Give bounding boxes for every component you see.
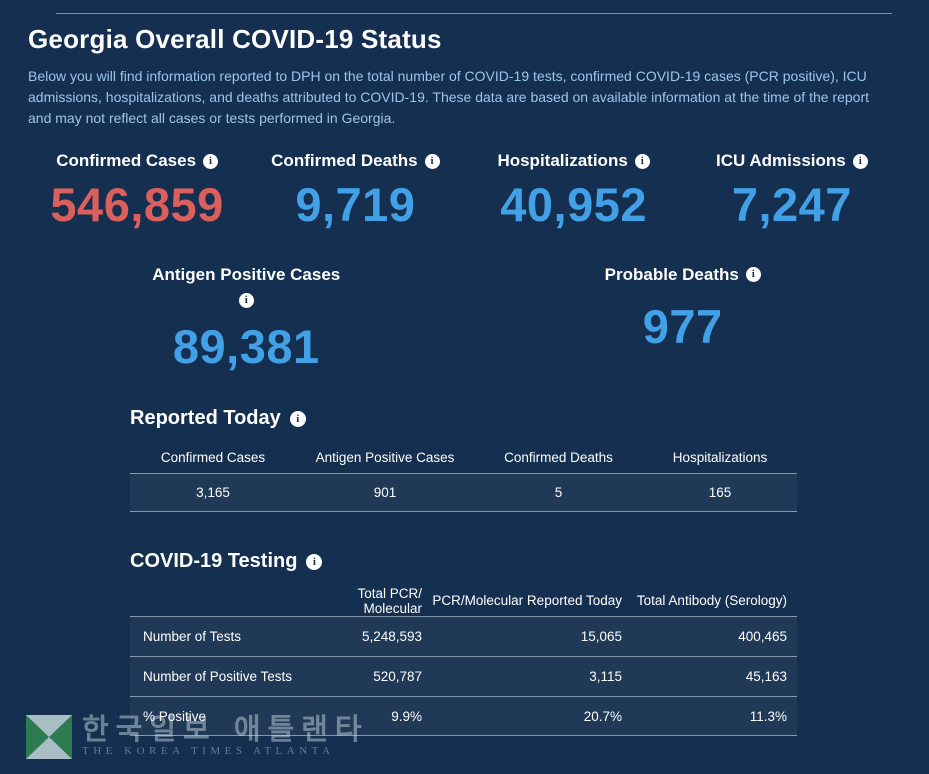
cell-value: 5 <box>554 485 563 501</box>
row-label: % Positive <box>143 708 207 724</box>
cell-value: 45,163 <box>745 669 787 685</box>
stat-antigen-positive-cases: Antigen Positive Cases i 89,381 <box>28 264 465 374</box>
reported-today-header-row: Confirmed Cases Antigen Positive Cases C… <box>130 442 797 473</box>
stat-value: 7,247 <box>731 178 852 231</box>
watermark-english-text: THE KOREA TIMES ATLANTA <box>82 745 335 757</box>
stat-label: ICU Admissions <box>716 151 846 170</box>
cell-value: 400,465 <box>738 629 787 645</box>
cell-value: 15,065 <box>580 629 622 645</box>
column-header: Antigen Positive Cases <box>315 450 455 466</box>
table-row-number-of-tests: Number of Tests 5,248,593 15,065 400,465 <box>130 616 797 657</box>
row-label: Number of Tests <box>143 629 242 645</box>
cell-value: 3,165 <box>196 485 230 501</box>
info-icon[interactable]: i <box>203 153 219 169</box>
info-icon[interactable]: i <box>306 553 323 570</box>
testing-header-row: Total PCR/ Molecular PCR/Molecular Repor… <box>130 585 797 616</box>
section-title: Reported Today <box>130 407 281 430</box>
info-icon[interactable]: i <box>238 292 254 308</box>
column-header: Confirmed Cases <box>160 450 266 466</box>
stats-row-secondary: Antigen Positive Cases i 89,381 Probable… <box>28 264 901 374</box>
stat-label: Confirmed Cases <box>56 151 197 170</box>
cell-value: 20.7% <box>583 708 622 724</box>
tables-section: Reported Today i Confirmed Cases Antigen… <box>130 407 797 737</box>
column-header: Total Antibody (Serology) <box>636 593 787 609</box>
stat-value: 9,719 <box>295 178 416 231</box>
watermark-korean-text: 한국일보 애틀랜타 <box>82 712 369 746</box>
info-icon[interactable]: i <box>745 267 761 283</box>
cell-value: 5,248,593 <box>361 629 422 645</box>
column-header: PCR/Molecular Reported Today <box>432 593 622 609</box>
stat-hospitalizations: Hospitalizations i 40,952 <box>465 150 683 232</box>
cell-value: 3,115 <box>589 669 622 685</box>
cell-value: 901 <box>373 485 397 501</box>
stat-label: Hospitalizations <box>497 151 628 170</box>
column-header: Hospitalizations <box>672 450 768 466</box>
info-icon[interactable]: i <box>424 153 440 169</box>
column-header: Confirmed Deaths <box>504 450 613 466</box>
stat-value: 89,381 <box>172 319 320 373</box>
page-description: Below you will find information reported… <box>28 68 870 126</box>
stat-label: Confirmed Deaths <box>271 151 418 170</box>
column-header: Total PCR/ Molecular <box>357 585 422 616</box>
stat-probable-deaths: Probable Deaths i 977 <box>465 264 902 374</box>
page-title: Georgia Overall COVID-19 Status <box>28 24 442 54</box>
info-icon[interactable]: i <box>289 410 306 427</box>
table-row-number-of-positive-tests: Number of Positive Tests 520,787 3,115 4… <box>130 656 797 697</box>
reported-today-table: Confirmed Cases Antigen Positive Cases C… <box>130 442 797 513</box>
top-divider <box>56 13 892 14</box>
cell-value: 165 <box>708 485 732 501</box>
cell-value: 11.3% <box>749 708 787 724</box>
stats-row-primary: Confirmed Cases i 546,859 Confirmed Deat… <box>28 150 901 232</box>
cell-value: 520,787 <box>373 669 422 685</box>
dashboard-content: Georgia Overall COVID-19 Status Below yo… <box>0 13 929 737</box>
stat-value: 977 <box>642 299 723 353</box>
stat-confirmed-cases: Confirmed Cases i 546,859 <box>28 150 246 232</box>
stat-confirmed-deaths: Confirmed Deaths i 9,719 <box>246 150 464 232</box>
row-label: Number of Positive Tests <box>143 669 293 685</box>
stat-value: 40,952 <box>500 178 647 231</box>
stat-value: 546,859 <box>50 178 224 231</box>
info-icon[interactable]: i <box>634 153 650 169</box>
cell-value: 9.9% <box>391 708 422 724</box>
covid-testing-heading: COVID-19 Testing i <box>130 550 797 573</box>
stat-label: Probable Deaths <box>604 264 739 284</box>
table-row: 3,165 901 5 165 <box>130 473 797 513</box>
table-row-percent-positive: % Positive 9.9% 20.7% 11.3% <box>130 696 797 737</box>
reported-today-heading: Reported Today i <box>130 407 797 430</box>
korea-times-logo-icon <box>26 715 72 759</box>
covid-testing-table: Total PCR/ Molecular PCR/Molecular Repor… <box>130 585 797 737</box>
info-icon[interactable]: i <box>852 153 868 169</box>
section-title: COVID-19 Testing <box>130 550 298 573</box>
korea-times-watermark: 한국일보 애틀랜타 THE KOREA TIMES ATLANTA <box>26 715 369 759</box>
stat-label: Antigen Positive Cases <box>152 264 341 284</box>
stat-icu-admissions: ICU Admissions i 7,247 <box>683 150 901 232</box>
